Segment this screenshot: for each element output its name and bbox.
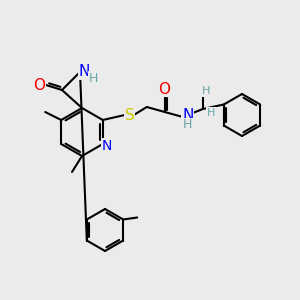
Text: O: O bbox=[33, 77, 45, 92]
Text: N: N bbox=[182, 109, 194, 124]
Text: S: S bbox=[125, 107, 135, 122]
Text: H: H bbox=[183, 118, 193, 131]
Text: H: H bbox=[202, 86, 210, 96]
Text: H: H bbox=[88, 71, 98, 85]
Text: H: H bbox=[207, 108, 215, 118]
Text: N: N bbox=[102, 139, 112, 153]
Text: N: N bbox=[78, 64, 90, 80]
Text: O: O bbox=[158, 82, 170, 97]
